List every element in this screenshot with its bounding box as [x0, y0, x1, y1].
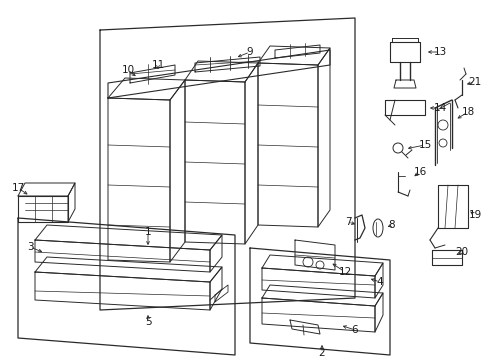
Text: 17: 17 — [11, 183, 24, 193]
Text: 2: 2 — [318, 348, 325, 358]
Text: 7: 7 — [344, 217, 350, 227]
Text: 16: 16 — [412, 167, 426, 177]
Text: 11: 11 — [151, 60, 164, 70]
Text: 5: 5 — [144, 317, 151, 327]
Text: 4: 4 — [376, 277, 383, 287]
Text: 14: 14 — [432, 103, 446, 113]
Text: 3: 3 — [27, 242, 33, 252]
Text: 15: 15 — [418, 140, 431, 150]
Text: 12: 12 — [338, 267, 351, 277]
Text: 6: 6 — [351, 325, 358, 335]
Text: 10: 10 — [121, 65, 134, 75]
Text: 8: 8 — [388, 220, 394, 230]
Text: 9: 9 — [246, 47, 253, 57]
Text: 19: 19 — [468, 210, 481, 220]
Text: 13: 13 — [432, 47, 446, 57]
Text: 1: 1 — [144, 227, 151, 237]
Text: 21: 21 — [468, 77, 481, 87]
Text: 18: 18 — [461, 107, 474, 117]
Text: 20: 20 — [454, 247, 468, 257]
